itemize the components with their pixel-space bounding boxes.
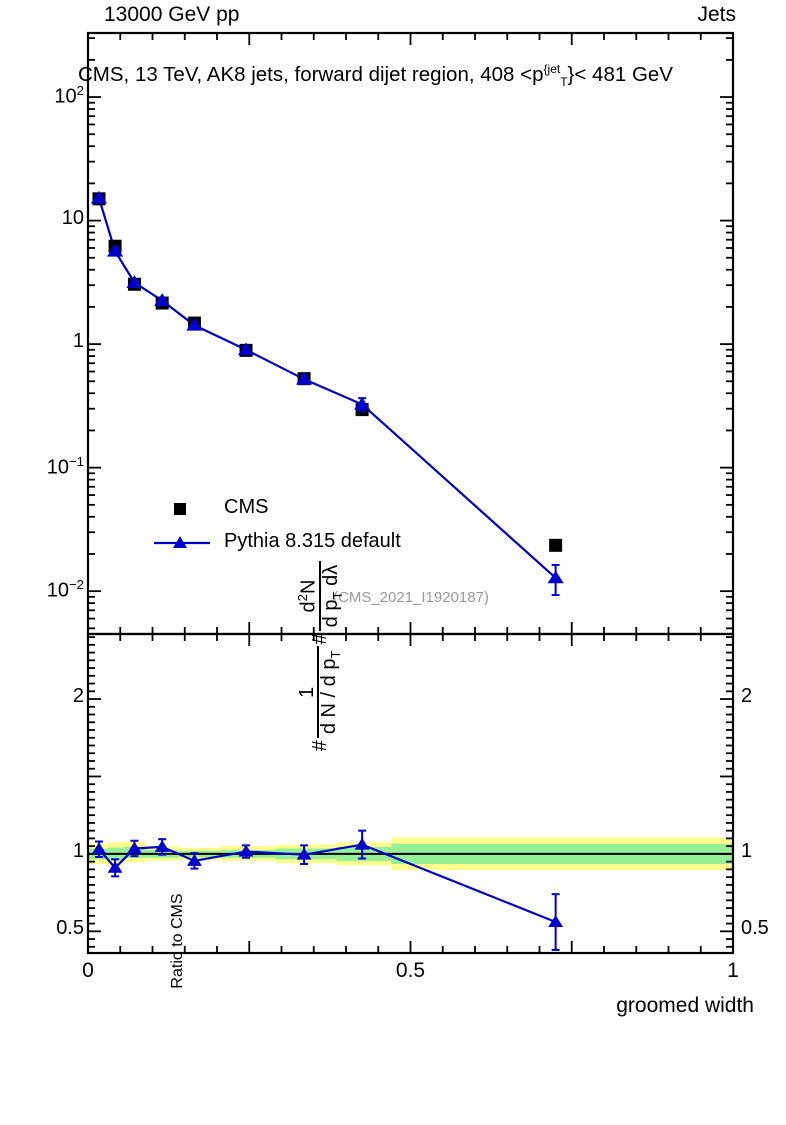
header-beam-label: 13000 GeV pp <box>104 3 240 26</box>
ratio-mc-point <box>154 840 170 852</box>
mc-data-point <box>126 275 143 288</box>
ratio-mc-point <box>107 860 123 873</box>
ratio-mc-point <box>127 841 142 854</box>
ratio-mc-point <box>186 854 202 866</box>
ratio-mc-point <box>296 847 312 860</box>
plot-title-prefix: CMS, 13 TeV, AK8 jets, forward dijet reg… <box>78 62 544 86</box>
ratio-ytick-label-right-0: 2 <box>741 685 753 708</box>
ratio-ytick-label-right-1: 1 <box>741 839 753 862</box>
main-ytick-label-0: 102 <box>54 83 84 108</box>
legend-item-1[interactable]: Pythia 8.315 default <box>152 530 401 553</box>
cms-data-point <box>549 538 563 552</box>
ratio-ytick-label-left-2: 0.5 <box>56 917 84 940</box>
xtick-label-0: 0 <box>82 959 94 982</box>
legend-marker-square <box>152 498 214 518</box>
ratio-ytick-label-left-0: 2 <box>72 685 84 708</box>
plot-title-suffix: }< 481 GeV <box>567 62 673 86</box>
mc-data-point <box>354 396 371 410</box>
ratio-mc-point <box>91 842 107 855</box>
analysis-id-watermark: (CMS_2021_I1920187) <box>333 589 489 606</box>
ratio-mc-point <box>238 844 254 857</box>
legend-label-1: Pythia 8.315 default <box>224 530 401 552</box>
mc-data-point <box>296 371 313 385</box>
header-analysis-label: Jets <box>697 3 736 26</box>
legend-marker-triangle <box>152 532 214 552</box>
physics-plot <box>86 31 735 955</box>
xtick-label-1: 0.5 <box>395 959 426 982</box>
mc-data-point <box>547 570 564 584</box>
mc-data-point <box>90 190 108 204</box>
main-ytick-label-1: 10 <box>61 206 84 229</box>
main-ytick-label-2: 1 <box>72 330 84 353</box>
legend-item-0[interactable]: CMS <box>152 496 268 519</box>
plot-title-subscript: T <box>560 74 568 89</box>
mc-data-point <box>186 317 203 331</box>
ratio-mc-point <box>548 915 564 927</box>
legend-label-0: CMS <box>224 496 269 518</box>
xtick-label-2: 1 <box>727 959 739 982</box>
ratio-ytick-label-left-1: 1 <box>72 839 84 862</box>
x-axis-label: groomed width <box>616 994 754 1017</box>
chart-canvas <box>86 31 735 955</box>
mc-data-point <box>237 342 255 356</box>
plot-title: CMS, 13 TeV, AK8 jets, forward dijet reg… <box>78 62 673 89</box>
ratio-mc-point <box>354 837 370 850</box>
main-ytick-label-3: 10−1 <box>46 453 84 479</box>
mc-data-point <box>154 293 171 306</box>
main-ytick-label-4: 10−2 <box>46 577 84 602</box>
ratio-ytick-label-right-2: 0.5 <box>741 917 769 940</box>
plot-title-superscript: {jet <box>543 62 561 76</box>
legend-layer: CMS Pythia 8.315 default <box>152 496 401 553</box>
mc-data-point <box>107 243 124 257</box>
tick-label-layer: 102 10 1 10−1 10−2 2 2 1 1 0.5 0.5 0 0.5 1 <box>46 83 769 982</box>
